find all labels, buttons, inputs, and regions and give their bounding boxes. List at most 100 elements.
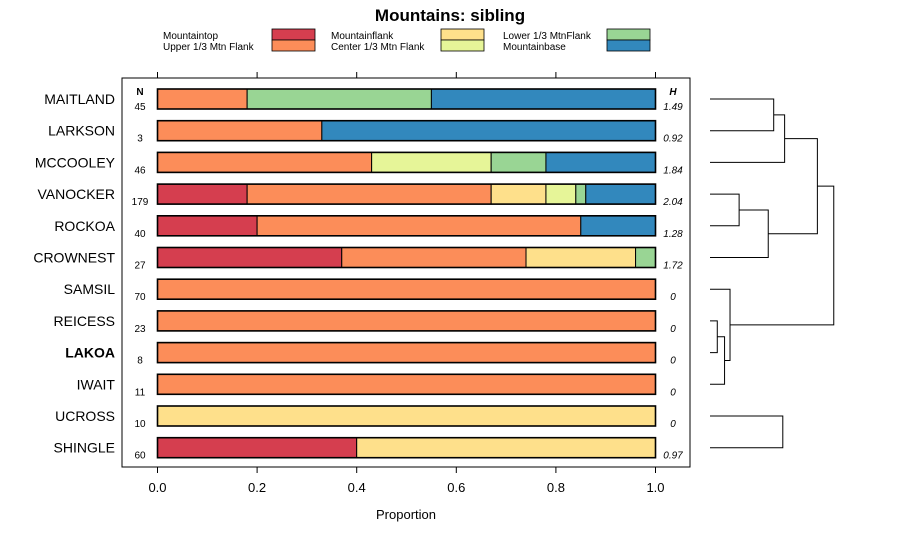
bar-segment-crownest-lower-1-3-mtnflank: [635, 247, 657, 268]
n-value-ucross: 10: [134, 419, 146, 430]
category-label-maitland: MAITLAND: [44, 91, 115, 107]
row-ucross: UCROSS 10 0: [55, 405, 676, 430]
bar-outline-shingle: [156, 436, 657, 459]
bar-segment-maitland-lower-1-3-mtnflank: [246, 88, 432, 110]
bar-outline-vanocker: [156, 183, 657, 205]
bar-segment-crownest-mountainflank: [525, 247, 637, 268]
category-label-samsil: SAMSIL: [64, 281, 116, 297]
h-value-iwait: 0: [670, 387, 676, 398]
h-value-maitland: 1.49: [663, 102, 683, 113]
bar-segment-maitland-mountainbase: [430, 88, 656, 110]
bar-segment-maitland-upper-1-3-mtn-flank: [157, 88, 248, 110]
x-tick-label-1-0: 1.0: [646, 480, 664, 495]
n-value-mccooley: 46: [134, 165, 146, 176]
row-larkson: LARKSON 3 0.92: [48, 119, 683, 145]
row-shingle: SHINGLE 60 0.97: [54, 436, 683, 462]
row-samsil: SAMSIL 70 0: [64, 278, 676, 303]
legend-label-center-1-3-mtn-flank: Center 1/3 Mtn Flank: [331, 42, 425, 53]
legend-label-mountaintop: Mountaintop: [163, 31, 218, 42]
n-value-iwait: 11: [135, 387, 146, 398]
category-label-ucross: UCROSS: [55, 408, 115, 424]
bar-segment-rockoa-upper-1-3-mtn-flank: [256, 215, 582, 237]
h-value-vanocker: 2.04: [662, 197, 683, 208]
row-vanocker: VANOCKER 179 2.04: [37, 183, 683, 208]
dendrogram-link-9: [730, 185, 835, 326]
bar-segment-vanocker-mountainbase: [585, 183, 657, 205]
category-label-iwait: IWAIT: [77, 376, 116, 392]
category-label-larkson: LARKSON: [48, 123, 115, 139]
bar-segment-rockoa-mountaintop: [157, 215, 258, 237]
h-column-header: H: [669, 87, 677, 98]
bar-segment-mccooley-lower-1-3-mtnflank: [490, 151, 547, 173]
category-label-lakoa: LAKOA: [65, 345, 115, 361]
x-tick-label-0-8: 0.8: [547, 480, 565, 495]
legend-swatch-mountainflank: [440, 28, 485, 41]
legend-label-mountainbase: Mountainbase: [503, 42, 566, 53]
n-value-reicess: 23: [134, 324, 146, 335]
bar-outline-maitland: [156, 88, 657, 110]
h-value-reicess: 0: [670, 324, 676, 335]
bar-outline-larkson: [156, 119, 657, 142]
category-label-shingle: SHINGLE: [54, 440, 115, 456]
bar-segment-mccooley-mountainbase: [545, 151, 656, 173]
dendrogram: [710, 98, 835, 449]
row-crownest: CROWNEST 27 1.72: [33, 246, 683, 272]
row-lakoa: LAKOA 8 0: [65, 341, 676, 367]
x-tick-label-0-4: 0.4: [348, 480, 366, 495]
row-mccooley: MCCOOLEY 46 1.84: [35, 151, 683, 176]
bar-segment-reicess-upper-1-3-mtn-flank: [157, 310, 656, 332]
h-value-samsil: 0: [670, 292, 676, 303]
category-label-reicess: REICESS: [54, 313, 115, 329]
legend-label-lower-1-3-mtnflank: Lower 1/3 MtnFlank: [503, 31, 592, 42]
n-value-shingle: 60: [134, 451, 146, 462]
n-column-header: N: [136, 87, 143, 98]
chart-title: Mountains: sibling: [375, 6, 525, 25]
bar-segment-larkson-mountainbase: [321, 120, 656, 142]
dendrogram-link-8: [710, 288, 731, 362]
bar-outline-reicess: [156, 310, 657, 332]
bar-segment-samsil-upper-1-3-mtn-flank: [157, 278, 656, 300]
x-tick-label-0-0: 0.0: [148, 480, 166, 495]
legend-swatch-center-1-3-mtn-flank: [440, 39, 485, 52]
h-value-larkson: 0.92: [663, 134, 683, 145]
x-axis: 0.0 0.2 0.4 0.6 0.8 1.0: [148, 72, 665, 495]
bar-outline-ucross: [156, 405, 657, 427]
bar-segment-larkson-upper-1-3-mtn-flank: [157, 120, 323, 142]
row-iwait: IWAIT 11 0: [77, 373, 676, 398]
x-axis-label: Proportion: [376, 507, 436, 522]
h-value-rockoa: 1.28: [663, 229, 683, 240]
n-value-rockoa: 40: [134, 229, 146, 240]
n-value-maitland: 45: [134, 102, 146, 113]
bar-segment-vanocker-mountaintop: [157, 183, 248, 205]
bar-segment-shingle-mountainflank: [356, 437, 656, 459]
bar-outline-samsil: [156, 278, 657, 301]
bar-segment-crownest-mountaintop: [157, 247, 343, 268]
bar-segment-shingle-mountaintop: [157, 437, 358, 459]
n-value-lakoa: 8: [137, 356, 143, 367]
h-value-lakoa: 0: [670, 356, 676, 367]
dendrogram-link-6: [710, 320, 718, 354]
category-label-rockoa: ROCKOA: [54, 218, 115, 234]
bar-outline-iwait: [156, 373, 657, 396]
h-value-ucross: 0: [670, 419, 676, 430]
h-value-mccooley: 1.84: [663, 165, 683, 176]
bar-outline-lakoa: [156, 341, 657, 364]
x-tick-label-0-6: 0.6: [447, 480, 465, 495]
legend-swatch-mountainbase: [606, 39, 651, 52]
h-value-crownest: 1.72: [663, 261, 683, 272]
legend-swatch-mountaintop: [271, 28, 316, 41]
row-rockoa: ROCKOA 40 1.28: [54, 215, 683, 240]
dendrogram-link-5: [768, 138, 818, 235]
bar-segment-ucross-mountainflank: [157, 405, 656, 427]
legend-label-mountainflank: Mountainflank: [331, 31, 394, 42]
row-maitland: MAITLAND 45 1.49: [44, 88, 683, 113]
n-value-crownest: 27: [134, 261, 146, 272]
bar-outline-crownest: [156, 246, 657, 269]
bar-segment-lakoa-upper-1-3-mtn-flank: [157, 342, 656, 364]
category-label-vanocker: VANOCKER: [37, 186, 115, 202]
legend-swatch-lower-1-3-mtnflank: [606, 28, 651, 41]
n-value-larkson: 3: [137, 134, 143, 145]
dendrogram-link-10: [710, 415, 784, 449]
dendrogram-link-3: [710, 193, 740, 227]
